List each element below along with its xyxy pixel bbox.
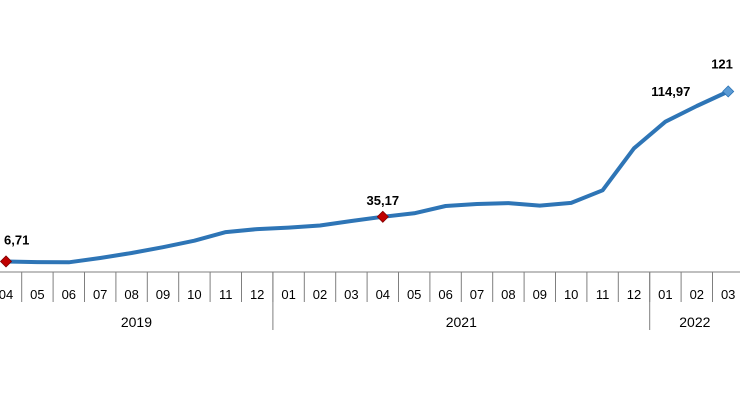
data-label: 6,71: [4, 232, 29, 247]
x-tick-label: 06: [62, 287, 76, 302]
x-tick-label: 04: [0, 287, 13, 302]
x-tick-label: 11: [219, 287, 233, 302]
x-tick-label: 03: [721, 287, 735, 302]
category-axis: 04 05 06 07 08 09 10 11 12 01 02 03 04 05 06 07 08 09 10 11…: [0, 271, 740, 330]
x-tick-label: 03: [344, 287, 358, 302]
year-label: 2022: [679, 314, 710, 330]
x-tick-label: 12: [250, 287, 264, 302]
data-point-marker: [0, 255, 13, 268]
data-label: 114,97: [651, 84, 690, 99]
x-tick-label: 05: [30, 287, 44, 302]
x-tick-label: 01: [658, 287, 672, 302]
series-line-layer: [0, 85, 735, 268]
data-label: 121: [711, 56, 733, 71]
data-label: 35,17: [367, 193, 400, 208]
series-line: [4, 89, 731, 265]
data-point-marker: [722, 85, 735, 98]
x-tick-label: 08: [124, 287, 138, 302]
x-tick-label: 07: [470, 287, 484, 302]
year-label: 2021: [446, 314, 477, 330]
x-tick-label: 04: [376, 287, 390, 302]
x-tick-label: 08: [501, 287, 515, 302]
data-point-marker: [376, 210, 389, 223]
x-tick-label: 06: [438, 287, 452, 302]
x-tick-label: 01: [281, 287, 295, 302]
year-label: 2019: [121, 314, 152, 330]
x-tick-label: 02: [690, 287, 704, 302]
x-tick-label: 10: [564, 287, 578, 302]
x-tick-label: 12: [627, 287, 641, 302]
x-tick-label: 09: [533, 287, 547, 302]
x-tick-label: 10: [187, 287, 201, 302]
data-label-layer: 6,71 35,17 114,97 121: [4, 56, 733, 247]
x-tick-label: 05: [407, 287, 421, 302]
x-tick-label: 02: [313, 287, 327, 302]
x-tick-label: 07: [93, 287, 107, 302]
x-tick-label: 11: [596, 287, 610, 302]
x-tick-label: 09: [156, 287, 170, 302]
